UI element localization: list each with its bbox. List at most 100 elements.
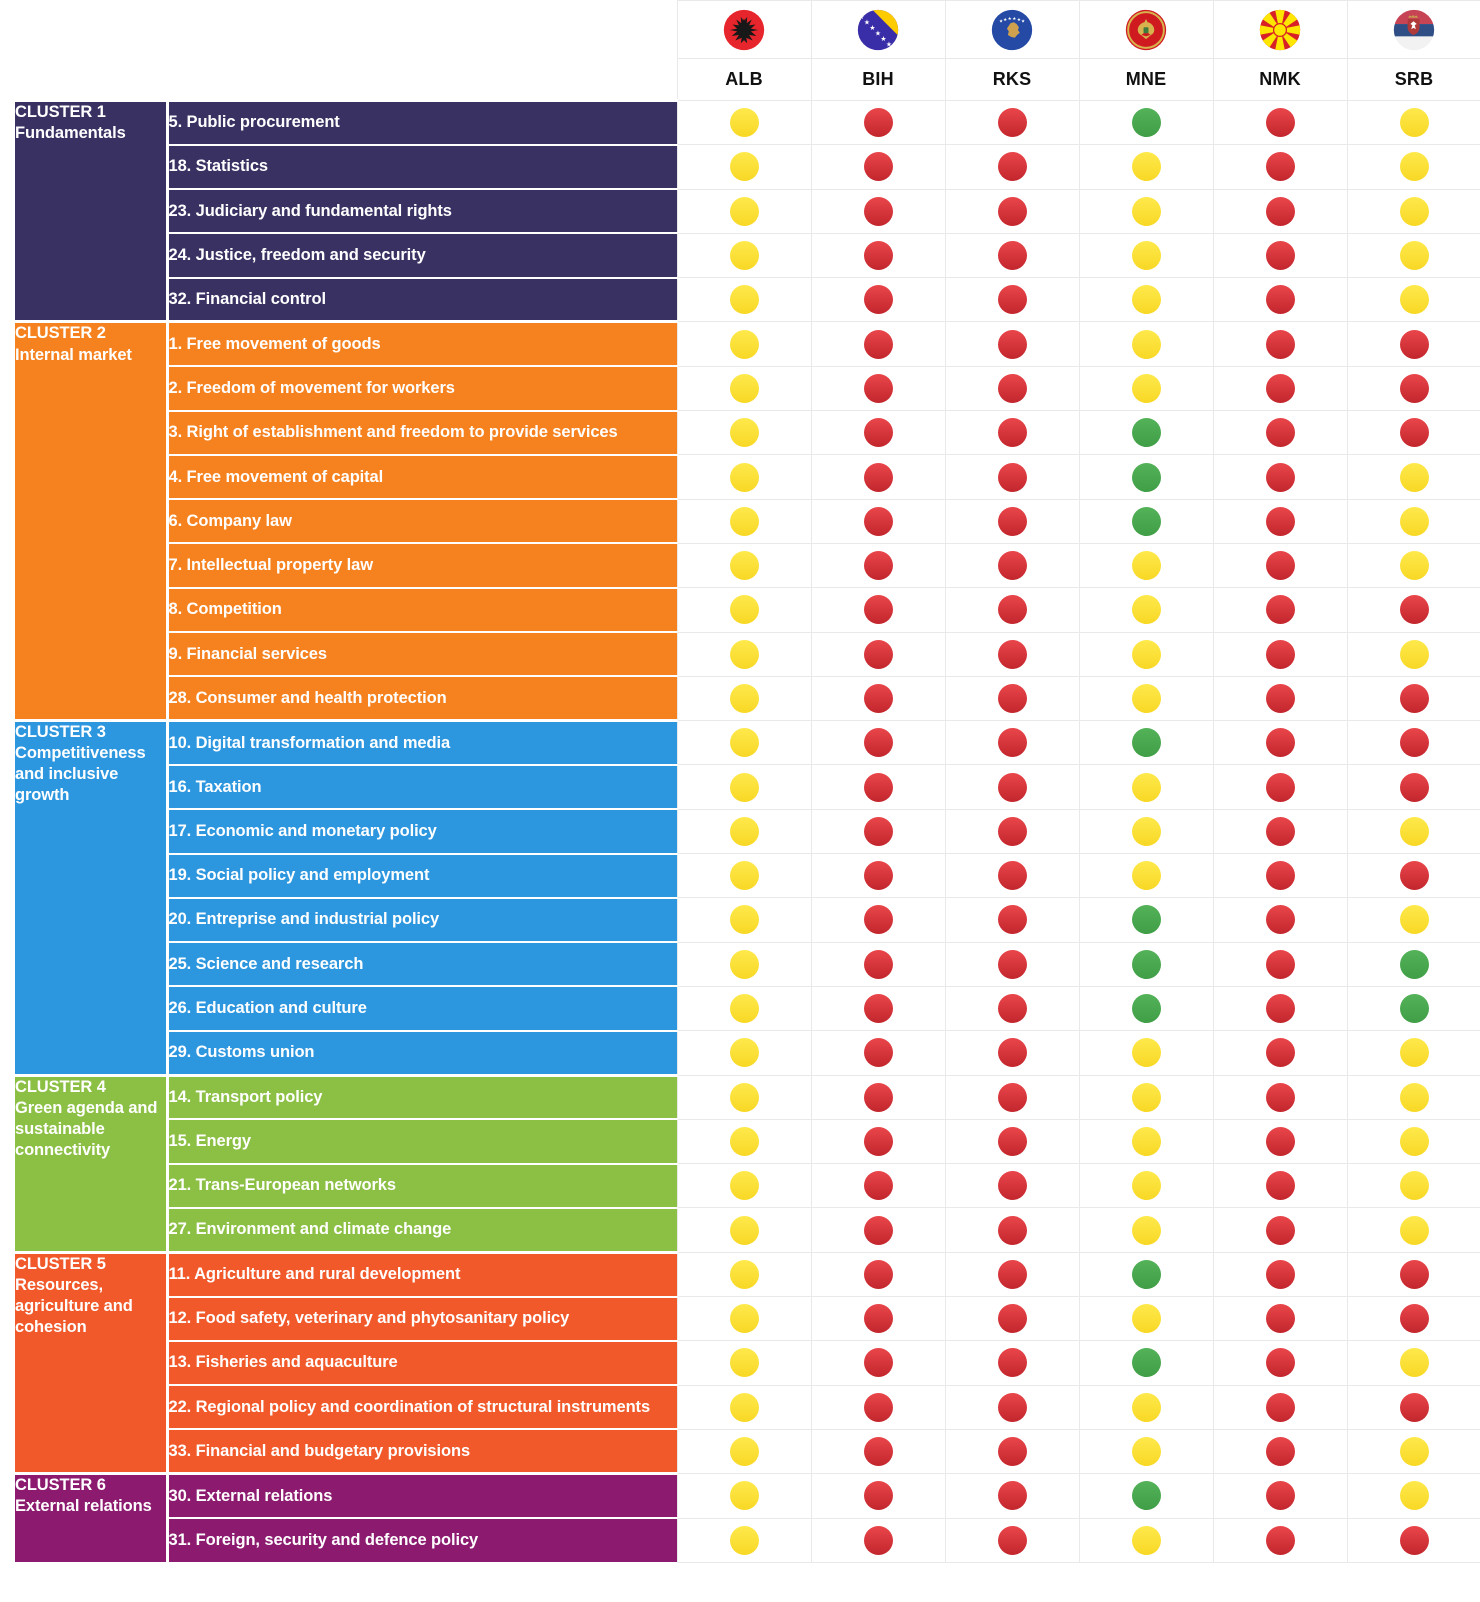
chapter-label: 20. Entreprise and industrial policy [167, 896, 677, 943]
status-cell [1212, 941, 1348, 987]
status-cell [944, 232, 1080, 279]
status-dot-yellow [1131, 241, 1161, 271]
status-dot-red [997, 595, 1027, 625]
status-cell [676, 675, 812, 722]
status-dot-yellow [1131, 1126, 1161, 1156]
cluster-subtitle: Green agenda and sustainable connectivit… [15, 1098, 158, 1159]
chapter-label: 2. Freedom of movement for workers [167, 365, 677, 411]
chapter-label: 29. Customs union [167, 1029, 677, 1076]
status-dot-yellow [1399, 462, 1429, 492]
status-cell [944, 365, 1080, 412]
status-cell [810, 1517, 946, 1563]
status-dot-red [1265, 329, 1295, 359]
status-dot-yellow [1131, 1437, 1161, 1467]
status-dot-red [997, 816, 1027, 846]
chapter-row: 12. Food safety, veterinary and phytosan… [15, 1295, 1480, 1342]
cluster-subtitle: Fundamentals [15, 124, 126, 143]
status-dot-red [997, 462, 1027, 492]
status-cell [1346, 498, 1480, 544]
flag-albania-icon [676, 0, 812, 59]
status-dot-red [1265, 1481, 1295, 1511]
status-dot-red [863, 506, 893, 536]
status-cell [1346, 897, 1480, 943]
status-cell [1346, 808, 1480, 855]
status-dot-red [863, 418, 893, 448]
status-dot-red [1265, 1082, 1295, 1112]
status-cell [1078, 188, 1214, 234]
status-cell [944, 1251, 1080, 1298]
chapter-row: 19. Social policy and employment [15, 852, 1480, 899]
status-dot-yellow [729, 462, 759, 492]
cluster-name: CLUSTER 5 [15, 1254, 106, 1273]
status-cell [1346, 144, 1480, 190]
status-dot-red [997, 1171, 1027, 1201]
status-cell [944, 897, 1080, 943]
status-dot-red [863, 639, 893, 669]
flag-north-macedonia-icon [1258, 8, 1302, 52]
status-cell [1346, 941, 1480, 987]
chapter-row: CLUSTER 1 Fundamentals 5. Public procureme… [15, 98, 1480, 322]
status-dot-red [863, 684, 893, 713]
chapter-label: 1. Free movement of goods [167, 320, 677, 367]
status-dot-red [997, 196, 1027, 226]
status-cell [676, 631, 812, 677]
status-cell [810, 1118, 946, 1165]
status-cell [944, 941, 1080, 987]
status-cell [1346, 853, 1480, 899]
status-dot-green [1131, 994, 1161, 1024]
status-cell [1078, 985, 1214, 1032]
status-dot-yellow [1399, 1348, 1429, 1378]
status-cell [676, 985, 812, 1032]
status-cell [1346, 99, 1480, 146]
status-cell [944, 454, 1080, 500]
status-cell [1078, 1428, 1214, 1475]
status-cell [1078, 321, 1214, 367]
status-cell [676, 1030, 812, 1076]
cluster-name: CLUSTER 6 [15, 1476, 106, 1495]
chapter-label: 15. Energy [167, 1118, 677, 1164]
status-cell [676, 188, 812, 234]
status-dot-green [1131, 1348, 1161, 1378]
svg-text:★: ★ [1012, 15, 1016, 21]
status-dot-red [1265, 418, 1295, 448]
status-cell [810, 1163, 946, 1209]
status-dot-red [1265, 728, 1295, 758]
status-cell [944, 1296, 1080, 1342]
status-cell [810, 498, 946, 544]
status-cell [810, 675, 946, 722]
status-dot-yellow [1131, 861, 1161, 891]
status-cell [1078, 897, 1214, 943]
status-cell [1346, 631, 1480, 677]
status-cell [1346, 764, 1480, 810]
status-dot-green [1131, 108, 1161, 138]
chapter-row: 23. Judiciary and fundamental rights [15, 188, 1480, 234]
chapter-label: 27. Environment and climate change [167, 1206, 677, 1253]
status-cell [810, 188, 946, 234]
status-dot-red [1399, 684, 1429, 713]
status-dot-red [863, 1525, 893, 1555]
status-dot-yellow [1399, 152, 1429, 182]
status-cell [676, 1074, 812, 1120]
chapter-row: 25. Science and research [15, 941, 1480, 987]
svg-text:★: ★ [880, 35, 886, 43]
status-dot-red [863, 462, 893, 492]
cluster-name: CLUSTER 1 [15, 103, 106, 121]
chapter-row: 28. Consumer and health protection [15, 675, 1480, 722]
cluster-label: CLUSTER 1 Fundamentals [15, 98, 169, 322]
flag-bosnia-herzegovina-icon: ★ ★ ★ ★ ★ ★ [856, 8, 900, 52]
status-dot-red [1265, 1126, 1295, 1156]
status-dot-red [1399, 1259, 1429, 1289]
status-dot-red [997, 861, 1027, 891]
status-cell [1346, 277, 1480, 323]
status-dot-red [997, 772, 1027, 802]
status-dot-yellow [729, 152, 759, 182]
chapter-row: 9. Financial services [15, 631, 1480, 677]
status-dot-red [997, 241, 1027, 271]
header-spacer [15, 58, 677, 101]
status-dot-red [1265, 241, 1295, 271]
chapter-label: 11. Agriculture and rural development [167, 1250, 677, 1297]
status-cell [944, 1517, 1080, 1563]
status-dot-yellow [1131, 373, 1161, 403]
chapter-label: 17. Economic and monetary policy [167, 808, 677, 854]
svg-text:★: ★ [869, 24, 875, 32]
